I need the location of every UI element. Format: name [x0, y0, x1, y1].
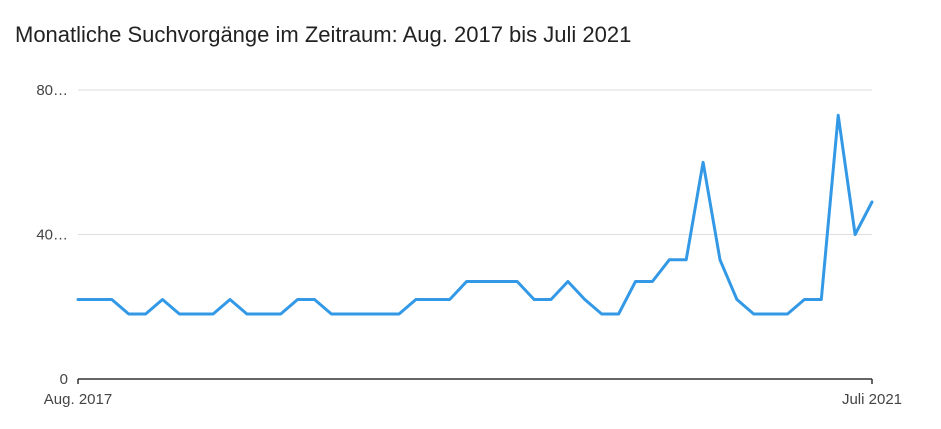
data-point [380, 312, 384, 316]
data-point [617, 312, 621, 316]
data-point [498, 279, 502, 283]
data-point [93, 298, 97, 302]
data-point [245, 312, 249, 316]
data-point [313, 298, 317, 302]
data-point [566, 279, 570, 283]
data-point [414, 298, 418, 302]
data-point [701, 160, 705, 164]
data-point [144, 312, 148, 316]
data-point [667, 258, 671, 262]
data-point [465, 279, 469, 283]
y-tick-label: 80… [36, 82, 68, 99]
data-point [786, 312, 790, 316]
data-point [346, 312, 350, 316]
x-tick-label: Aug. 2017 [44, 391, 112, 408]
data-point [836, 113, 840, 117]
data-point [448, 298, 452, 302]
data-point [532, 298, 536, 302]
data-point [515, 279, 519, 283]
data-point [684, 258, 688, 262]
data-point [819, 298, 823, 302]
data-point [549, 298, 553, 302]
data-point [583, 298, 587, 302]
data-point [853, 233, 857, 237]
data-point [177, 312, 181, 316]
data-point [194, 312, 198, 316]
data-point [296, 298, 300, 302]
data-point [110, 298, 114, 302]
data-point [752, 312, 756, 316]
data-point [76, 298, 80, 302]
data-point [870, 200, 874, 204]
data-point [650, 279, 654, 283]
data-point [718, 258, 722, 262]
data-point [481, 279, 485, 283]
y-tick-label: 0 [60, 371, 68, 388]
data-point [397, 312, 401, 316]
data-point [633, 279, 637, 283]
data-point [329, 312, 333, 316]
x-tick-label: Juli 2021 [842, 391, 902, 408]
data-point [211, 312, 215, 316]
y-tick-label: 40… [36, 227, 68, 244]
data-point [363, 312, 367, 316]
data-point [160, 298, 164, 302]
data-point [600, 312, 604, 316]
series-line [76, 113, 874, 316]
data-point [735, 298, 739, 302]
data-point [431, 298, 435, 302]
data-point [802, 298, 806, 302]
data-point [228, 298, 232, 302]
data-point [127, 312, 131, 316]
chart-title: Monatliche Suchvorgänge im Zeitraum: Aug… [15, 22, 632, 47]
data-point [262, 312, 266, 316]
data-point [769, 312, 773, 316]
data-point [279, 312, 283, 316]
